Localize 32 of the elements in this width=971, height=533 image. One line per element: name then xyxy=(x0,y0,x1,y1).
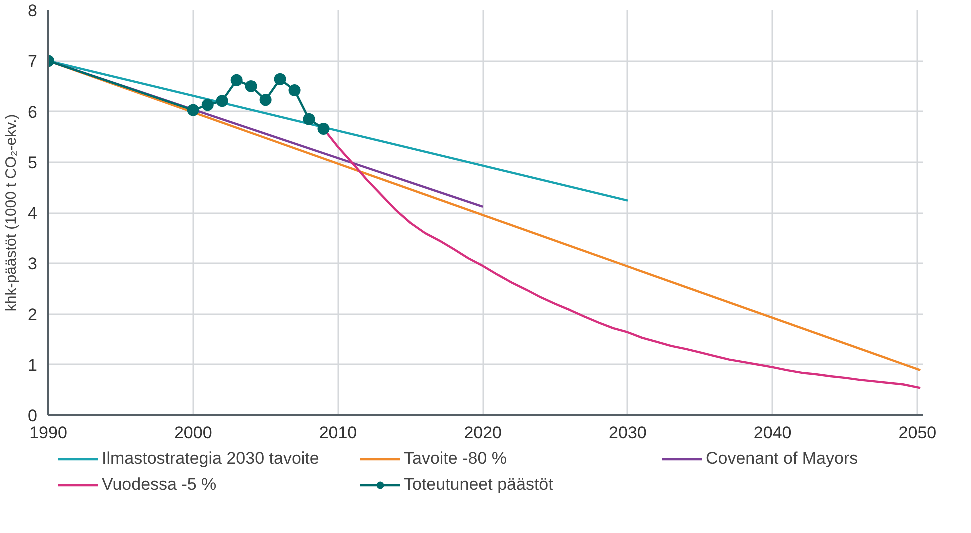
x-tick-label: 2000 xyxy=(174,424,212,442)
legend-label: Tavoite -80 % xyxy=(404,449,508,469)
y-tick-label: 1 xyxy=(28,356,38,375)
point xyxy=(260,94,272,106)
y-tick-label: 5 xyxy=(28,153,38,172)
x-tick-label: 2010 xyxy=(319,424,358,442)
legend-label: Vuodessa -5 % xyxy=(102,475,218,495)
x-tick-label: 2050 xyxy=(898,424,937,442)
y-tick-label: 7 xyxy=(28,52,38,72)
y-tick-label: 6 xyxy=(28,102,38,122)
x-tick-label: 2020 xyxy=(464,424,502,442)
point xyxy=(216,95,228,108)
point xyxy=(202,99,214,112)
point xyxy=(274,73,286,86)
point xyxy=(187,104,200,116)
legend-label: Toteutuneet päästöt xyxy=(404,475,554,495)
y-tick-label: 0 xyxy=(28,406,38,426)
y-tick-label: 2 xyxy=(28,305,38,324)
x-tick-label: 2030 xyxy=(609,424,647,442)
y-axis-title: khk-päästöt (1000 t CO₂-ekv.) xyxy=(3,114,20,312)
y-tick-label: 4 xyxy=(28,204,38,223)
point xyxy=(303,113,316,126)
point xyxy=(318,122,330,135)
y-tick-label: 8 xyxy=(28,2,38,20)
point xyxy=(288,84,301,96)
point xyxy=(245,80,258,92)
point xyxy=(230,74,243,86)
x-tick-label: 1990 xyxy=(30,424,68,442)
x-tick-label: 2040 xyxy=(754,424,792,442)
legend-label: Covenant of Mayors xyxy=(706,449,860,469)
legend-label: Ilmastostrategia 2030 tavoite xyxy=(102,449,320,469)
y-tick-label: 3 xyxy=(28,254,38,274)
